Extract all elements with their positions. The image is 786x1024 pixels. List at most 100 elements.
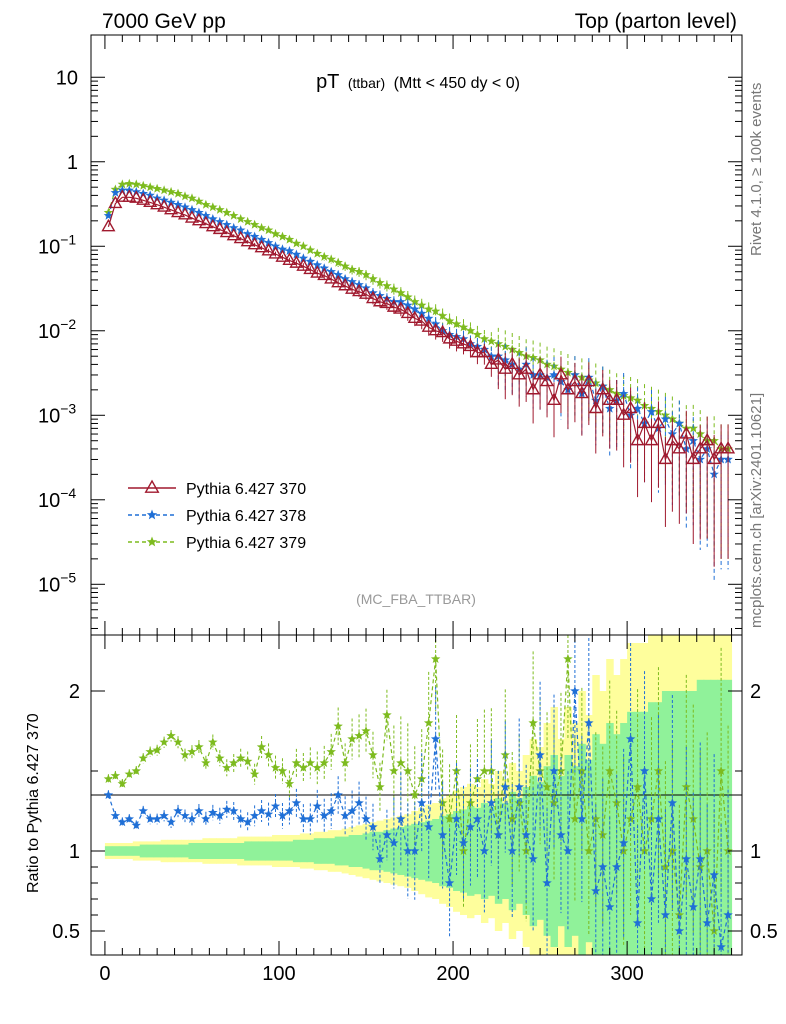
ratio-x-ticks: 0 100 200 300 <box>99 635 733 985</box>
data-point <box>519 361 534 374</box>
ratio-point <box>584 846 594 855</box>
data-point <box>157 199 172 212</box>
x-tick-label: 200 <box>436 963 469 985</box>
ratio-point <box>124 769 134 779</box>
ratio-point <box>514 782 524 791</box>
ratio-point <box>166 730 176 740</box>
data-point <box>721 440 736 454</box>
data-point <box>173 188 183 198</box>
data-point <box>347 264 357 274</box>
legend-label: Pythia 6.427 379 <box>186 535 306 552</box>
data-point <box>345 281 360 294</box>
data-point <box>707 451 722 465</box>
y-tick-exponent: −4 <box>60 485 76 501</box>
band-green <box>202 843 210 859</box>
data-point <box>623 400 638 414</box>
band-green <box>341 836 350 866</box>
ratio-y-tick-label: 0.5 <box>52 921 80 943</box>
band-green <box>536 782 545 920</box>
ratio-point <box>500 750 510 759</box>
data-point <box>180 191 190 201</box>
data-point <box>574 385 589 399</box>
ratio-point <box>319 810 329 820</box>
data-point <box>333 257 343 267</box>
data-point <box>201 210 211 220</box>
ratio-point <box>681 782 692 791</box>
legend-marker <box>146 536 158 547</box>
ratio-point <box>312 762 322 772</box>
ratio-point <box>500 782 510 791</box>
data-point <box>451 319 462 329</box>
plot-title: pT (ttbar) (Mtt < 450 dy < 0) <box>316 71 520 93</box>
data-point <box>660 414 671 424</box>
data-point <box>303 261 318 275</box>
band-green <box>223 843 231 859</box>
ratio-point <box>667 798 678 807</box>
ratio-point <box>716 766 726 775</box>
ratio-point <box>423 718 434 727</box>
ratio-point <box>333 790 343 799</box>
data-point <box>136 192 151 205</box>
data-point <box>117 179 128 189</box>
ratio-point <box>660 910 671 919</box>
ratio-point <box>222 762 232 772</box>
data-point <box>618 388 629 398</box>
title-cut: (Mtt < 450 dy < 0) <box>394 75 520 92</box>
data-point <box>651 415 666 429</box>
legend: Pythia 6.427 370 Pythia 6.427 378 Pythia 6… <box>128 479 306 552</box>
ratio-point <box>528 718 538 727</box>
ratio-point <box>563 654 573 663</box>
band-green <box>167 844 176 858</box>
data-point <box>553 367 569 380</box>
ratio-point <box>514 798 524 807</box>
ratio-y-tick-label-right: 1 <box>750 841 761 863</box>
ratio-point <box>451 814 462 823</box>
ratio-point <box>458 846 469 855</box>
ratio-point <box>472 774 483 783</box>
data-point <box>261 243 276 256</box>
ratio-point <box>256 806 267 815</box>
data-point <box>319 251 329 261</box>
ratio-point <box>382 830 392 839</box>
ratio-point <box>688 902 698 911</box>
y-tick-label: 10 <box>56 67 78 89</box>
band-green <box>244 841 252 861</box>
data-point <box>358 286 374 299</box>
ratio-point <box>598 862 608 871</box>
y-tick-label: 10−4 <box>38 485 76 512</box>
ratio-point <box>131 820 141 830</box>
data-point <box>270 228 281 238</box>
data-point <box>505 356 520 370</box>
header-left: 7000 GeV pp <box>102 10 226 33</box>
ratio-point <box>326 806 336 815</box>
data-point <box>263 225 274 235</box>
data-point <box>430 306 441 316</box>
data-point <box>235 214 246 224</box>
ratio-point <box>117 778 128 788</box>
ratio-point <box>201 758 211 767</box>
data-point <box>637 415 652 429</box>
ratio-point <box>577 766 587 775</box>
data-point <box>630 432 645 446</box>
ratio-point <box>653 814 664 823</box>
band-green <box>299 839 308 863</box>
ratio-point <box>354 730 364 740</box>
ratio-point <box>340 810 350 820</box>
y-tick-exponent: −2 <box>60 316 76 332</box>
data-point <box>389 284 399 294</box>
ratio-point <box>187 746 197 756</box>
data-point <box>208 214 218 224</box>
band-green <box>432 819 440 883</box>
data-point <box>219 224 234 238</box>
ratio-point <box>166 817 176 827</box>
data-point <box>414 313 429 326</box>
data-point <box>470 344 485 358</box>
data-point <box>479 334 490 343</box>
ratio-point <box>507 814 517 823</box>
y-tick-label: 10−2 <box>38 316 76 343</box>
ratio-point <box>145 746 155 756</box>
ratio-point <box>263 809 274 819</box>
band-green <box>348 835 357 867</box>
ratio-point <box>382 710 392 719</box>
series-1 <box>101 189 736 567</box>
